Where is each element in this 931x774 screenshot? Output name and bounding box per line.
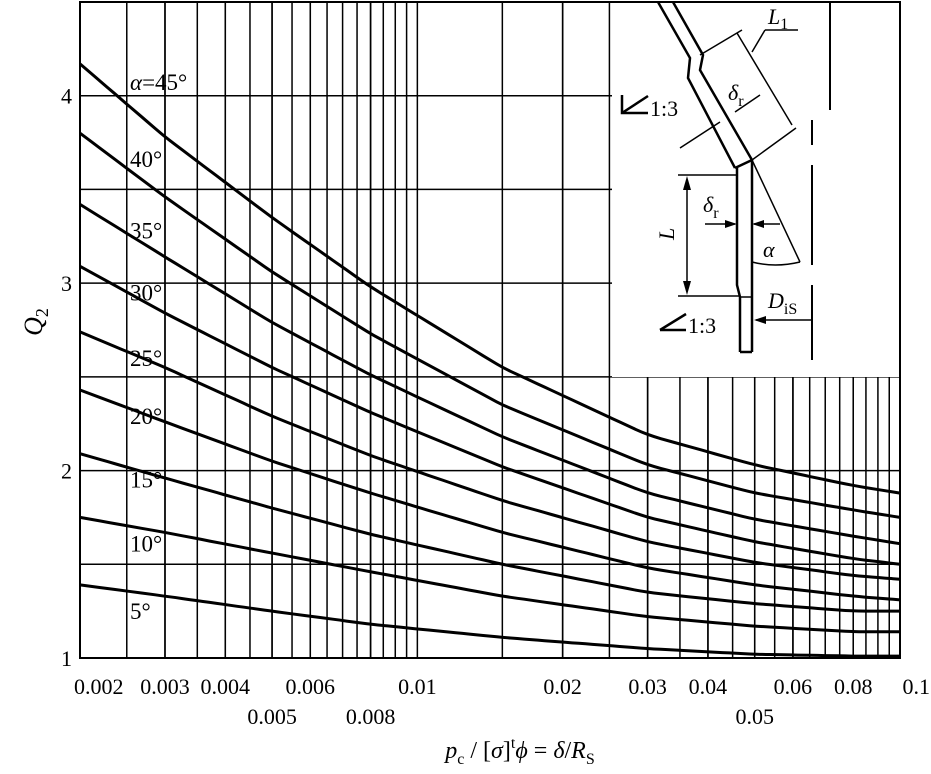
x-tick-label: 0.03 xyxy=(628,674,667,699)
inset-label-alpha: α xyxy=(763,237,775,262)
y-tick-label: 4 xyxy=(61,84,72,109)
series-label: 40° xyxy=(130,147,162,172)
slope-top-hyp xyxy=(621,94,649,115)
series-label: α=45° xyxy=(130,70,187,95)
series-line xyxy=(79,583,900,658)
cone-wall-inner xyxy=(671,1,754,161)
cone-wall-outer xyxy=(656,1,737,169)
series-label: 35° xyxy=(130,218,162,243)
cone-extension-line xyxy=(751,159,801,263)
y-axis-label: Q2 xyxy=(19,308,52,336)
junction-line xyxy=(734,158,753,170)
series-line xyxy=(79,131,901,519)
series-line xyxy=(79,388,901,602)
series-labels: α=45° 40° 35° 30° 25° 20° 15° 10° 5° xyxy=(130,70,187,624)
delta-r-top-arrow xyxy=(679,121,721,149)
x-tick-label: 0.1 xyxy=(903,674,931,699)
L1-dim-line xyxy=(736,32,793,126)
inset-diagram: L1 δr 1:3 L δr α DiS 1:3 xyxy=(612,1,900,377)
x-tick-label: 0.006 xyxy=(286,674,336,699)
x-tick-label: 0.01 xyxy=(398,674,437,699)
series-line xyxy=(79,203,901,546)
series-label: 30° xyxy=(130,280,162,305)
inset-label-slope-bottom: 1:3 xyxy=(688,313,716,338)
x-tick-label: 0.004 xyxy=(201,674,251,699)
L-arrow-bot xyxy=(683,281,691,295)
x-tick-labels: 0.002 0.003 0.004 0.006 0.01 0.02 0.03 0.04 0.06… xyxy=(74,674,930,729)
x-tick-label: 0.002 xyxy=(74,674,124,699)
L1-ext-top xyxy=(699,29,743,56)
delta-r-mid-head xyxy=(752,220,764,228)
y-tick-label: 1 xyxy=(61,646,72,671)
series-label: 10° xyxy=(130,531,162,556)
y-tick-label: 2 xyxy=(61,459,72,484)
inset-label-delta-r-mid: δr xyxy=(703,192,719,222)
inset-label-slope-top: 1:3 xyxy=(650,96,678,121)
series-label: 5° xyxy=(130,599,151,624)
slope-bottom-hyp xyxy=(659,312,687,332)
x-tick-label: 0.02 xyxy=(543,674,582,699)
series-label: 15° xyxy=(130,468,162,493)
alpha-arc xyxy=(751,261,801,266)
L-arrow-top xyxy=(683,176,691,190)
series-line xyxy=(79,330,901,581)
y-tick-label: 3 xyxy=(61,271,72,296)
series-label: 20° xyxy=(130,404,162,429)
L1-leader xyxy=(751,29,766,53)
inset-label-L1: L1 xyxy=(767,4,788,33)
series-line xyxy=(79,452,900,613)
series-label: 25° xyxy=(130,346,162,371)
x-tick-label: 0.06 xyxy=(774,674,813,699)
x-tick-label-lower: 0.005 xyxy=(247,704,297,729)
series-line xyxy=(79,515,900,634)
x-tick-label-lower: 0.05 xyxy=(735,704,774,729)
inset-label-L: L xyxy=(654,228,679,241)
series-line xyxy=(79,62,901,495)
plot-frame xyxy=(79,1,901,659)
inset-label-D: DiS xyxy=(767,288,797,318)
x-tick-label-lower: 0.008 xyxy=(346,704,396,729)
x-axis-label: pc / [σ]tϕ = δ/RS xyxy=(443,735,594,768)
x-tick-label: 0.08 xyxy=(834,674,873,699)
delta-r-mid-head xyxy=(725,220,737,228)
series-layer xyxy=(79,62,901,658)
series-line xyxy=(79,264,901,566)
L1-ext-bot xyxy=(751,127,797,161)
x-tick-label: 0.003 xyxy=(140,674,190,699)
inset-label-delta-r-top: δr xyxy=(728,80,744,110)
x-tick-label: 0.04 xyxy=(689,674,728,699)
delta-r-top-arrow xyxy=(734,94,761,113)
D-arrow-head xyxy=(754,316,766,324)
y-tick-labels: 1 2 3 4 xyxy=(61,84,72,671)
cylinder-wall-left xyxy=(735,168,742,352)
